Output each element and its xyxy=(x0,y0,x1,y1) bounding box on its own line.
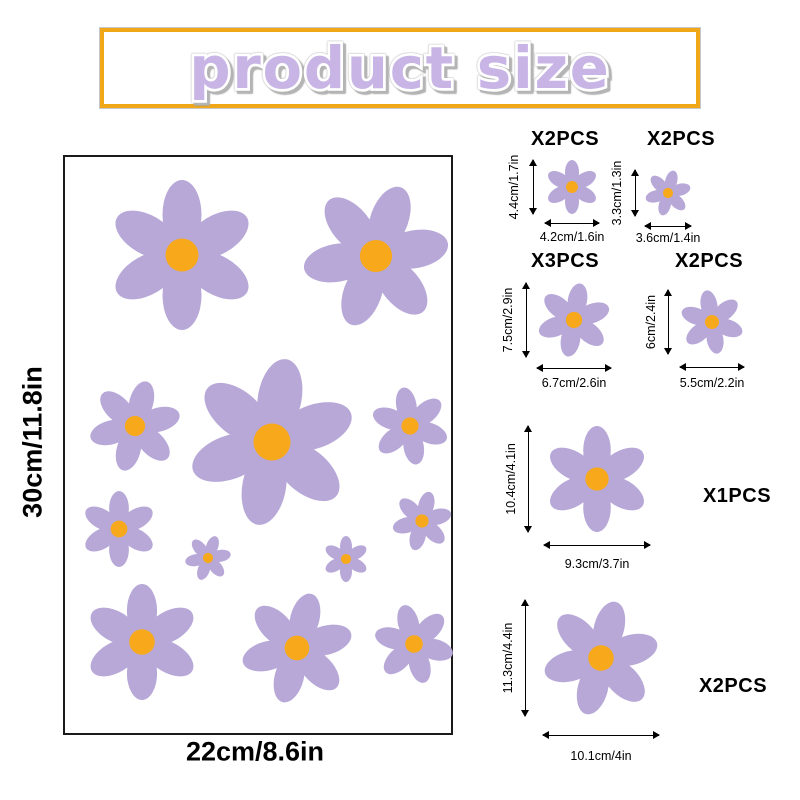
width-arrow xyxy=(645,221,691,231)
height-label: 7.5cm/2.9in xyxy=(500,287,515,353)
daisy-flower xyxy=(639,164,697,222)
height-arrow xyxy=(630,170,640,216)
title-box: product size xyxy=(99,27,701,109)
title-graphic: product size xyxy=(187,32,612,104)
daisy-flower xyxy=(175,344,369,540)
daisy-flower xyxy=(81,491,157,567)
width-label: 5.5cm/2.2in xyxy=(679,375,745,390)
height-arrow xyxy=(523,426,533,532)
height-label: 4.4cm/1.7in xyxy=(506,154,521,220)
width-label: 10.1cm/4in xyxy=(570,748,632,763)
width-arrow xyxy=(545,218,599,228)
width-arrow xyxy=(537,363,611,373)
daisy-flower xyxy=(530,587,672,729)
daisy-flower xyxy=(228,579,366,717)
height-arrow xyxy=(520,600,530,716)
height-arrow xyxy=(521,283,531,357)
width-label: 4.2cm/1.6in xyxy=(539,229,605,244)
daisy-flower xyxy=(107,180,257,330)
width-arrow xyxy=(544,540,650,550)
daisy-flower xyxy=(544,426,650,532)
height-label: 10.4cm/4.1in xyxy=(503,443,518,515)
daisy-flower xyxy=(365,595,463,693)
width-label: 6.7cm/2.6in xyxy=(541,375,607,390)
daisy-flower xyxy=(675,284,749,360)
daisy-flower xyxy=(385,484,459,558)
height-arrow xyxy=(663,290,673,354)
pcs-count-label: X2PCS xyxy=(646,128,716,150)
pcs-count-label: X3PCS xyxy=(530,250,600,272)
daisy-flower xyxy=(364,380,456,472)
daisy-flower xyxy=(78,369,192,483)
pcs-count-label: X2PCS xyxy=(698,675,768,697)
daisy-flower xyxy=(282,162,470,350)
width-arrow xyxy=(680,362,744,372)
daisy-flower xyxy=(178,528,238,588)
height-label: 3.3cm/1.3in xyxy=(609,160,624,226)
width-label: 3.6cm/1.4in xyxy=(635,230,701,245)
daisy-flower xyxy=(84,584,200,700)
sticker-sheet xyxy=(63,155,470,735)
pcs-count-label: X2PCS xyxy=(530,128,600,150)
height-arrow xyxy=(528,160,538,214)
sheet-height-label: 30cm/11.8in xyxy=(17,366,48,518)
daisy-flower xyxy=(323,536,369,582)
page-title: product size xyxy=(189,35,610,102)
height-label: 6cm/2.4in xyxy=(643,294,658,350)
height-label: 11.3cm/4.4in xyxy=(500,622,515,694)
width-label: 9.3cm/3.7in xyxy=(564,556,630,571)
pcs-count-label: X1PCS xyxy=(702,485,772,507)
width-arrow xyxy=(543,730,659,740)
daisy-flower xyxy=(531,277,617,363)
sheet-width-label: 22cm/8.6in xyxy=(185,736,325,767)
pcs-count-label: X2PCS xyxy=(674,250,744,272)
daisy-flower xyxy=(545,160,599,214)
